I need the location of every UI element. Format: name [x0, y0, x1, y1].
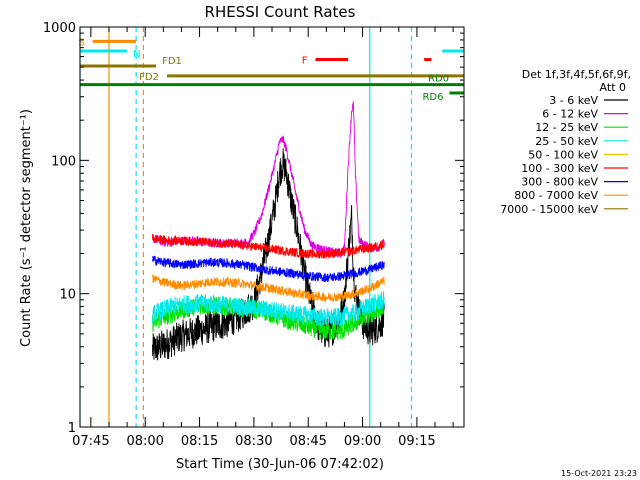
series-line [152, 274, 385, 303]
chart-title: RHESSI Count Rates [205, 3, 356, 21]
state-flag-label: F [302, 56, 308, 67]
legend-attenuator: Att 0 [600, 81, 626, 94]
x-tick-label: 09:15 [398, 434, 435, 449]
legend-title: Det 1f,3f,4f,5f,6f,9f, [522, 68, 631, 81]
legend-label: 7000 - 15000 keV [500, 203, 598, 216]
legend-label: 50 - 100 keV [528, 148, 598, 161]
legend-label: 25 - 50 keV [535, 135, 598, 148]
state-flag-label: RD0 [428, 74, 449, 85]
legend-label: 300 - 800 keV [521, 176, 598, 189]
x-tick-label: 09:00 [344, 434, 381, 449]
state-flag-label: N [133, 49, 140, 60]
legend-label: 800 - 7000 keV [514, 189, 598, 202]
legend-label: 100 - 300 keV [521, 162, 598, 175]
footer-timestamp: 15-Oct-2021 23:23 [561, 469, 637, 478]
x-tick-label: 08:30 [235, 434, 272, 449]
legend-label: 3 - 6 keV [549, 94, 598, 107]
series-line [152, 291, 385, 327]
x-tick-label: 08:45 [289, 434, 326, 449]
y-tick-label: 1 [68, 421, 76, 436]
legend-label: 12 - 25 keV [535, 121, 598, 134]
state-flag-label: FD1 [162, 56, 182, 67]
y-tick-label: 1000 [43, 21, 76, 36]
y-axis-label: Count Rate (s⁻¹ detector segment⁻¹) [19, 109, 34, 347]
legend-label: 6 - 12 keV [542, 108, 598, 121]
state-flag-label: RD6 [422, 92, 443, 103]
series-line [152, 148, 385, 361]
state-flag-label: S [78, 37, 84, 48]
x-tick-label: 08:00 [126, 434, 163, 449]
state-flag-label: FD2 [139, 72, 159, 83]
y-tick-label: 100 [51, 154, 76, 169]
series-line [152, 255, 385, 283]
y-tick-label: 10 [59, 288, 76, 303]
x-tick-label: 08:15 [181, 434, 218, 449]
x-tick-label: 07:45 [72, 434, 109, 449]
series-line [152, 233, 385, 259]
x-axis-label: Start Time (30-Jun-06 07:42:02) [176, 457, 384, 472]
